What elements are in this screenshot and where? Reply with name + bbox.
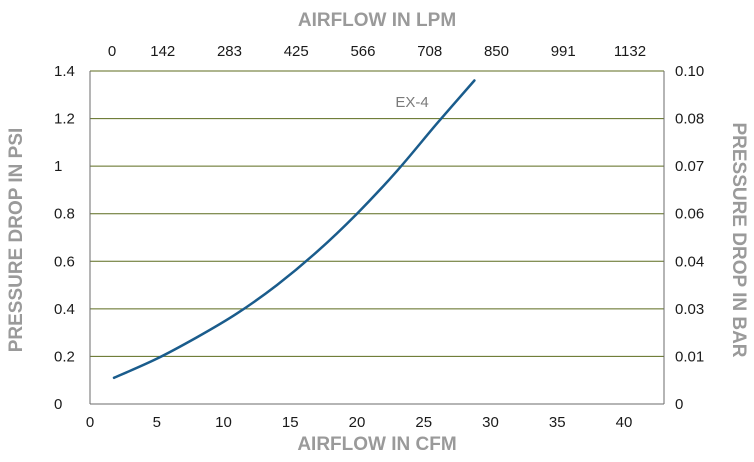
- y2-tick-label: 0.07: [675, 158, 704, 175]
- y2-axis-title: PRESSURE DROP IN BAR: [728, 122, 749, 357]
- x2-tick-label: 850: [484, 43, 509, 60]
- tick-labels: 0 0.2 0.4 0.6 0.8 1 1.2 1.4 0 0.01 0.03 0.04 0.06 0.0…: [54, 43, 704, 431]
- x-tick-label: 25: [415, 414, 432, 431]
- x-tick-label: 5: [153, 414, 161, 431]
- x-tick-label: 20: [349, 414, 366, 431]
- x-axis-title: AIRFLOW IN CFM: [297, 434, 456, 455]
- y-tick-label: 0.2: [54, 348, 75, 365]
- series-label: EX-4: [395, 94, 428, 111]
- x-tick-label: 30: [482, 414, 499, 431]
- x2-tick-label: 566: [350, 43, 375, 60]
- x2-tick-label: 142: [150, 43, 175, 60]
- y2-tick-label: 0.03: [675, 301, 704, 318]
- x-tick-label: 40: [616, 414, 633, 431]
- y-tick-label: 0.4: [54, 301, 75, 318]
- y-axis-title: PRESSURE DROP IN PSI: [6, 128, 27, 353]
- series-line-ex-4: [112, 79, 476, 380]
- x2-tick-label: 283: [217, 43, 242, 60]
- y-tick-label: 0.8: [54, 206, 75, 223]
- x2-tick-label: 708: [417, 43, 442, 60]
- y-tick-label: 1: [54, 158, 62, 175]
- series-layer: EX-4: [112, 79, 476, 380]
- x2-tick-label: 425: [284, 43, 309, 60]
- y2-tick-label: 0.06: [675, 206, 704, 223]
- x-tick-label: 0: [86, 414, 94, 431]
- y2-tick-label: 0.01: [675, 348, 704, 365]
- y2-tick-label: 0.10: [675, 63, 704, 80]
- x2-tick-label: 0: [108, 43, 116, 60]
- y-tick-label: 1.2: [54, 111, 75, 128]
- x2-tick-label: 991: [551, 43, 576, 60]
- x-tick-label: 15: [282, 414, 299, 431]
- x-tick-label: 10: [215, 414, 232, 431]
- chart-axes: [89, 71, 665, 405]
- y-tick-label: 0: [54, 396, 62, 413]
- x2-axis-title: AIRFLOW IN LPM: [298, 10, 456, 31]
- x2-tick-label: 1132: [614, 43, 646, 60]
- y-tick-label: 1.4: [54, 63, 75, 80]
- y-tick-label: 0.6: [54, 253, 75, 270]
- y2-tick-label: 0: [675, 396, 683, 413]
- x-tick-label: 35: [549, 414, 566, 431]
- y2-tick-label: 0.04: [675, 253, 704, 270]
- y2-tick-label: 0.08: [675, 111, 704, 128]
- grid-lines: [90, 70, 664, 357]
